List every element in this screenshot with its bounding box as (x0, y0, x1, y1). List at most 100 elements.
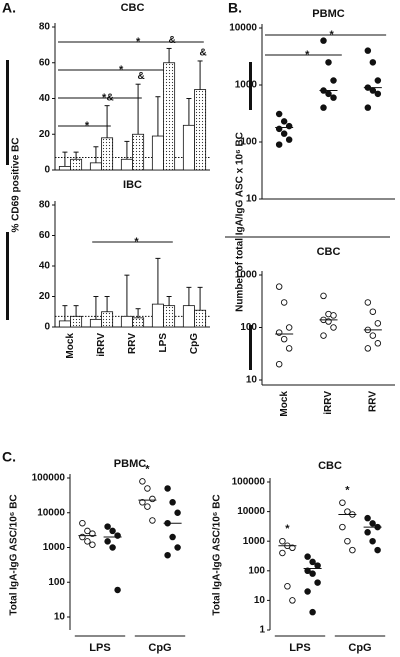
x-tick-label: RRV (367, 391, 378, 412)
y-tick-label: 100 (240, 137, 257, 148)
data-point (325, 59, 332, 66)
bar (101, 311, 114, 328)
y-tick-label: 1 (259, 625, 265, 636)
chart-title: IBC (123, 179, 142, 191)
data-point (79, 533, 86, 541)
bar (163, 305, 176, 328)
data-point (279, 549, 286, 557)
significance-star: * (119, 64, 124, 76)
bar (120, 315, 133, 328)
y-tick-label: 10000 (237, 506, 265, 517)
bar (151, 135, 164, 171)
data-point (109, 527, 116, 535)
data-point (169, 533, 176, 541)
significance-star: * (285, 523, 290, 535)
data-point (309, 558, 316, 566)
data-point (104, 523, 111, 530)
y-tick-label: 1000 (243, 536, 266, 547)
data-point (304, 553, 311, 560)
data-point (364, 345, 372, 352)
data-point (369, 537, 376, 545)
data-point (174, 544, 181, 551)
bar (70, 158, 83, 171)
data-point (374, 320, 382, 327)
y-axis-label: Total IgA-IgG ASC/10⁶ BC (212, 494, 223, 615)
y-axis-label: Number of total IgA/IgG ASC x 10⁶ BC (235, 132, 246, 312)
data-point (169, 499, 176, 506)
bar (58, 320, 71, 328)
data-point (374, 77, 382, 84)
significance-star: * (136, 36, 141, 48)
y-tick-label: 100 (48, 577, 65, 588)
chart-title: CBC (317, 246, 341, 258)
data-point (349, 546, 356, 554)
data-point (374, 90, 382, 98)
x-tick-label: LPS (158, 333, 169, 353)
data-point (275, 360, 283, 368)
data-point (285, 122, 293, 130)
data-point (369, 520, 376, 527)
y-tick-label: 80 (39, 200, 51, 211)
x-tick-label: iRRV (96, 333, 107, 357)
data-point (275, 110, 283, 118)
data-point (320, 292, 327, 300)
y-tick-label: 100000 (232, 477, 266, 488)
significance-star: * (85, 120, 90, 132)
data-point (320, 37, 327, 44)
data-point (279, 537, 286, 545)
data-point (109, 544, 116, 551)
data-point (364, 529, 371, 536)
x-tick-label: LPS (289, 642, 310, 654)
data-point (289, 544, 296, 552)
data-point (304, 588, 311, 595)
data-point (280, 299, 288, 306)
bar (58, 166, 71, 171)
symbol: & (137, 71, 144, 82)
y-tick-label: 1000 (43, 542, 66, 553)
bar (163, 62, 176, 171)
x-tick-label: LPS (89, 642, 110, 654)
y-tick-label: 10 (246, 194, 258, 205)
data-point (344, 537, 351, 545)
data-point (369, 59, 377, 66)
data-point (374, 340, 382, 347)
x-tick-label: CpG (148, 642, 171, 654)
bar (132, 317, 145, 328)
data-point (285, 136, 293, 143)
bar (194, 89, 207, 171)
data-point (339, 523, 346, 531)
bar (89, 318, 102, 328)
data-point (139, 478, 146, 485)
significance-star: * (345, 485, 350, 497)
bar (132, 133, 145, 171)
data-point (104, 538, 111, 545)
data-point (280, 335, 288, 343)
y-tick-label: 40 (39, 261, 51, 272)
significance-star: * (102, 92, 107, 104)
data-point (309, 608, 316, 616)
x-tick-label: CpG (348, 642, 371, 654)
data-point (89, 541, 96, 548)
y-tick-label: 60 (39, 230, 51, 241)
data-point (144, 485, 151, 492)
data-point (285, 324, 293, 331)
y-tick-label: 1000 (235, 270, 258, 281)
y-tick-label: 0 (44, 322, 50, 333)
y-tick-label: 80 (39, 22, 51, 33)
data-point (374, 546, 381, 554)
data-point (149, 517, 156, 524)
data-point (139, 499, 146, 506)
panel-label: C. (2, 449, 16, 465)
x-tick-label: Mock (279, 391, 290, 417)
decor-bar (249, 325, 252, 370)
significance-star: * (329, 29, 334, 41)
data-point (325, 90, 332, 98)
symbol: & (168, 35, 175, 46)
bar (182, 305, 195, 328)
y-tick-label: 10 (246, 375, 258, 386)
y-tick-label: 1000 (235, 80, 258, 91)
y-tick-label: 20 (39, 291, 51, 302)
data-point (275, 125, 283, 133)
